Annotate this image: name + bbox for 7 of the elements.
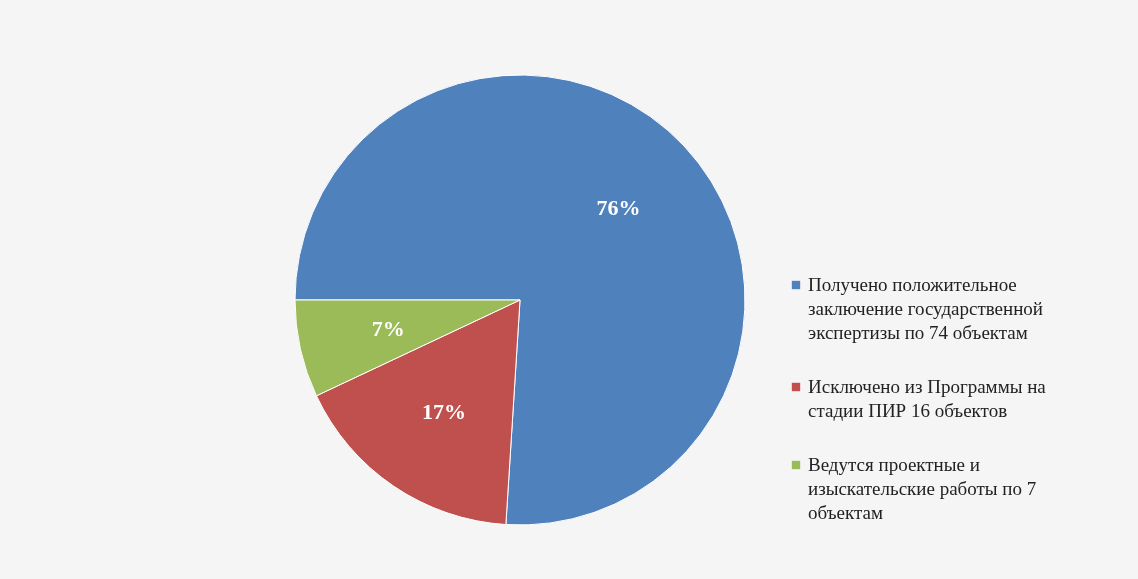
data-label: 17% <box>422 398 467 424</box>
data-label: 7% <box>371 316 405 342</box>
legend-label: Получено положительное заключение государственной экспертизы по 74 объектам <box>808 274 1044 343</box>
legend-label: Исключено из Программы на стадии ПИР 16 объектов <box>808 376 1047 421</box>
data-label: 76% <box>596 194 641 220</box>
legend-label: Ведутся проектные и изыскательские работы по 7 объектам <box>808 454 1037 523</box>
pie-slice <box>294 74 746 526</box>
